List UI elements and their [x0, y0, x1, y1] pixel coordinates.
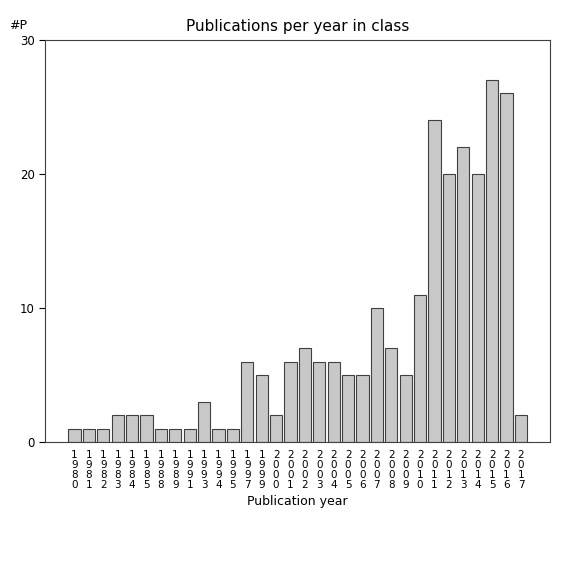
Bar [328, 362, 340, 442]
Bar [472, 174, 484, 442]
Bar [256, 375, 268, 442]
Bar [443, 174, 455, 442]
Bar [97, 429, 109, 442]
X-axis label: Publication year: Publication year [247, 496, 348, 509]
Bar [68, 429, 81, 442]
Bar [285, 362, 297, 442]
Bar [457, 147, 469, 442]
Bar [140, 416, 153, 442]
Bar [299, 348, 311, 442]
Bar [501, 94, 513, 442]
Bar [371, 308, 383, 442]
Bar [184, 429, 196, 442]
Bar [169, 429, 181, 442]
Bar [486, 80, 498, 442]
Bar [385, 348, 397, 442]
Bar [515, 416, 527, 442]
Bar [241, 362, 253, 442]
Title: Publications per year in class: Publications per year in class [186, 19, 409, 35]
Bar [313, 362, 325, 442]
Bar [112, 416, 124, 442]
Bar [198, 402, 210, 442]
Bar [400, 375, 412, 442]
Y-axis label: #P: #P [9, 19, 27, 32]
Bar [126, 416, 138, 442]
Bar [414, 295, 426, 442]
Bar [83, 429, 95, 442]
Bar [342, 375, 354, 442]
Bar [270, 416, 282, 442]
Bar [429, 120, 441, 442]
Bar [227, 429, 239, 442]
Bar [212, 429, 225, 442]
Bar [357, 375, 369, 442]
Bar [155, 429, 167, 442]
